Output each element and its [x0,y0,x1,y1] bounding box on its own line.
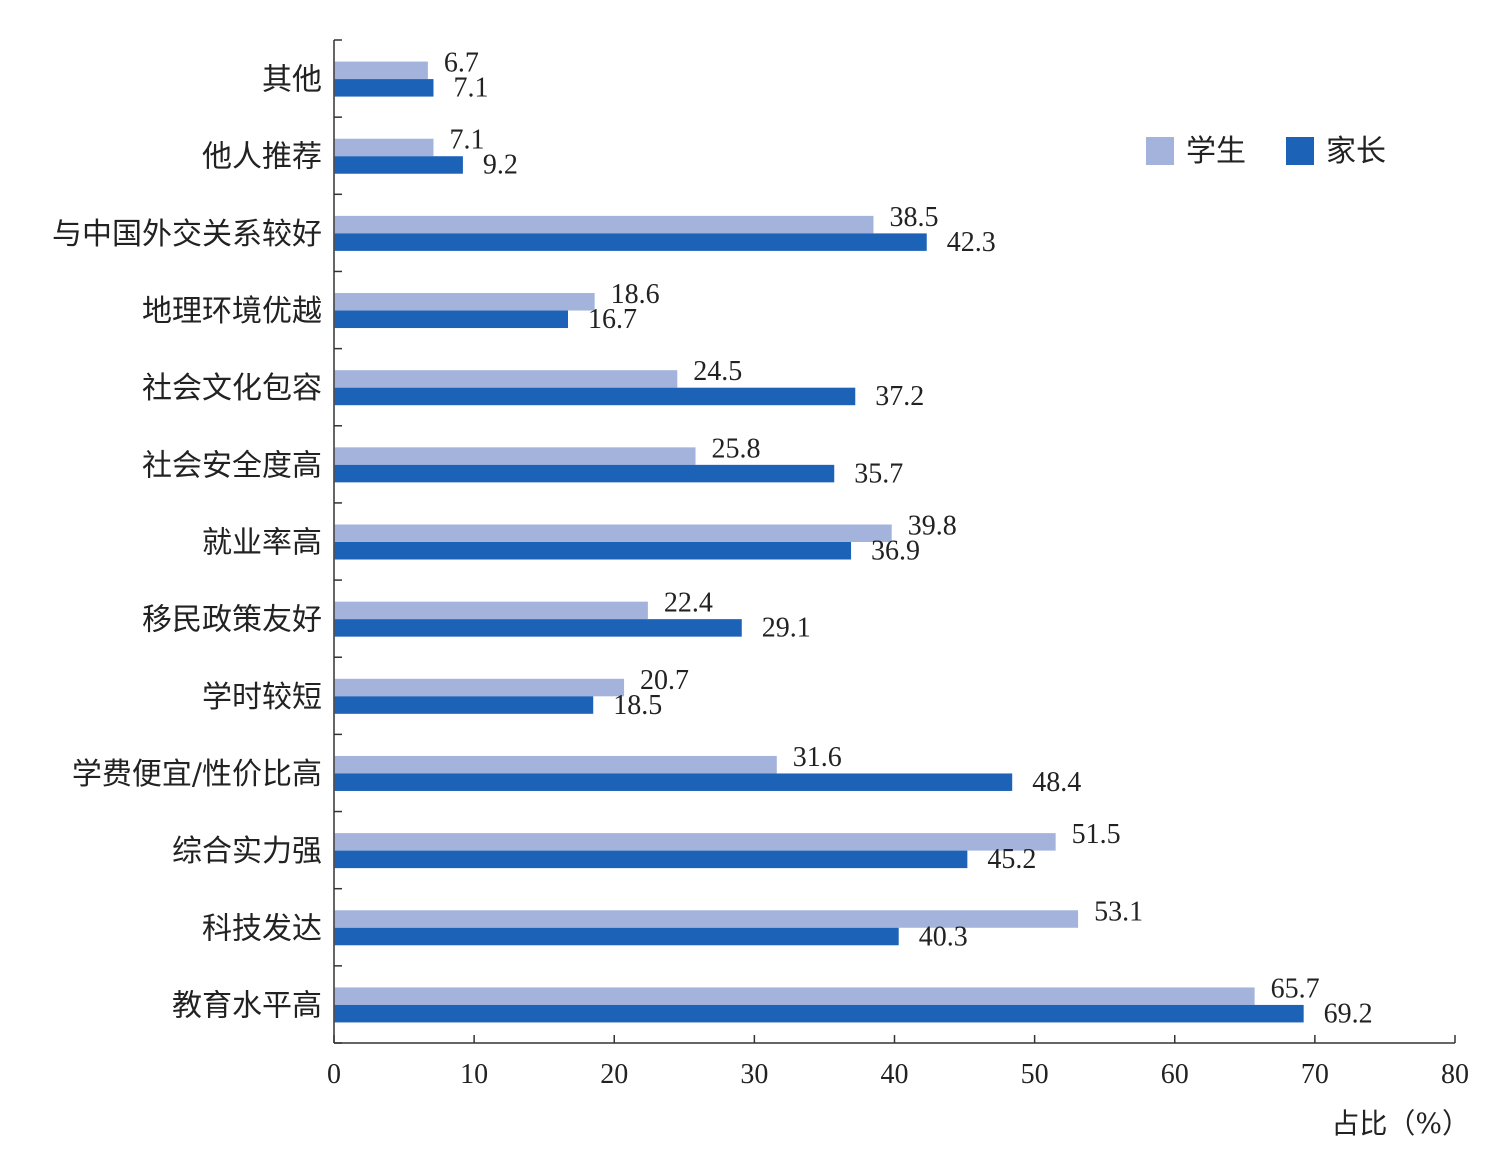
value-label-parent: 18.5 [613,690,662,721]
bar-parent [334,387,856,406]
value-label-student: 18.6 [611,279,660,310]
value-label-student: 53.1 [1094,896,1143,927]
legend: 学生 家长 [1146,134,1386,169]
category-label: 与中国外交关系较好 [52,217,322,252]
value-labels-group: 6.77.17.19.238.542.318.616.724.537.225.8… [444,48,1373,1030]
bars-group [334,61,1304,1023]
value-label-parent: 9.2 [483,150,518,181]
value-label-parent: 16.7 [588,304,637,335]
category-label: 学费便宜/性价比高 [72,757,322,792]
value-label-student: 31.6 [793,742,842,773]
category-labels-group: 其他他人推荐与中国外交关系较好地理环境优越社会文化包容社会安全度高就业率高移民政… [52,63,322,1024]
bar-student [334,293,595,311]
legend-swatch-student [1146,137,1174,165]
value-label-student: 65.7 [1271,973,1320,1004]
bar-student [334,601,648,620]
value-label-student: 22.4 [664,588,713,619]
bar-parent [334,619,742,637]
bar-student [334,447,696,465]
x-tick-label: 40 [881,1059,909,1090]
category-label: 学时较短 [202,680,322,715]
bar-student [334,910,1079,928]
bar-student [334,370,678,388]
value-label-parent: 36.9 [871,536,920,567]
x-axis-title: 占比（%） [1331,1107,1470,1140]
value-label-parent: 29.1 [762,613,811,644]
category-label: 其他 [262,63,322,98]
value-label-parent: 40.3 [919,921,968,952]
ticks-group: 0 10 20 30 40 50 60 70 80 [327,39,1469,1090]
bar-student [334,524,892,542]
legend-label-student: 学生 [1186,134,1246,169]
category-label: 地理环境优越 [142,294,322,329]
x-tick-label: 20 [600,1059,628,1090]
category-label: 就业率高 [202,526,322,561]
value-label-student: 38.5 [889,202,938,233]
bar-parent [334,310,569,329]
bar-student [334,755,777,774]
category-label: 社会安全度高 [142,448,322,483]
x-tick-label: 0 [327,1059,341,1090]
bar-parent [334,156,463,174]
value-label-parent: 48.4 [1032,767,1081,798]
category-label: 社会文化包容 [142,371,322,406]
bar-parent [334,696,594,714]
bar-student [334,61,428,80]
value-label-student: 7.1 [449,125,484,156]
value-label-student: 24.5 [693,356,742,387]
bar-parent [334,464,835,483]
x-tick-label: 50 [1021,1059,1049,1090]
value-label-parent: 69.2 [1324,998,1373,1029]
bar-parent [334,1004,1304,1023]
value-label-parent: 45.2 [987,844,1036,875]
value-label-student: 20.7 [640,665,689,696]
legend-swatch-parent [1286,137,1314,165]
value-label-parent: 37.2 [875,381,924,412]
x-tick-label: 80 [1441,1059,1469,1090]
bar-student [334,987,1255,1005]
value-label-student: 6.7 [444,48,479,79]
bar-parent [334,542,852,560]
x-tick-label: 60 [1161,1059,1189,1090]
value-label-parent: 35.7 [854,458,903,489]
x-tick-label: 70 [1301,1059,1329,1090]
category-label: 科技发达 [202,911,322,946]
bar-parent [334,773,1013,791]
value-label-parent: 42.3 [947,227,996,258]
category-label: 移民政策友好 [142,603,322,638]
value-label-student: 25.8 [712,433,761,464]
bar-parent [334,927,899,946]
bar-student [334,215,874,234]
value-label-parent: 7.1 [453,73,488,104]
bar-parent [334,850,968,869]
category-label: 综合实力强 [172,834,322,869]
bar-parent [334,79,434,97]
x-tick-label: 10 [460,1059,488,1090]
bar-student [334,138,434,157]
bar-student [334,833,1056,851]
bar-student [334,678,625,697]
category-label: 他人推荐 [202,140,322,175]
value-label-student: 51.5 [1072,819,1121,850]
bar-parent [334,233,927,251]
value-label-student: 39.8 [908,511,957,542]
category-label: 教育水平高 [172,988,322,1023]
legend-label-parent: 家长 [1326,134,1386,169]
x-tick-label: 30 [740,1059,768,1090]
